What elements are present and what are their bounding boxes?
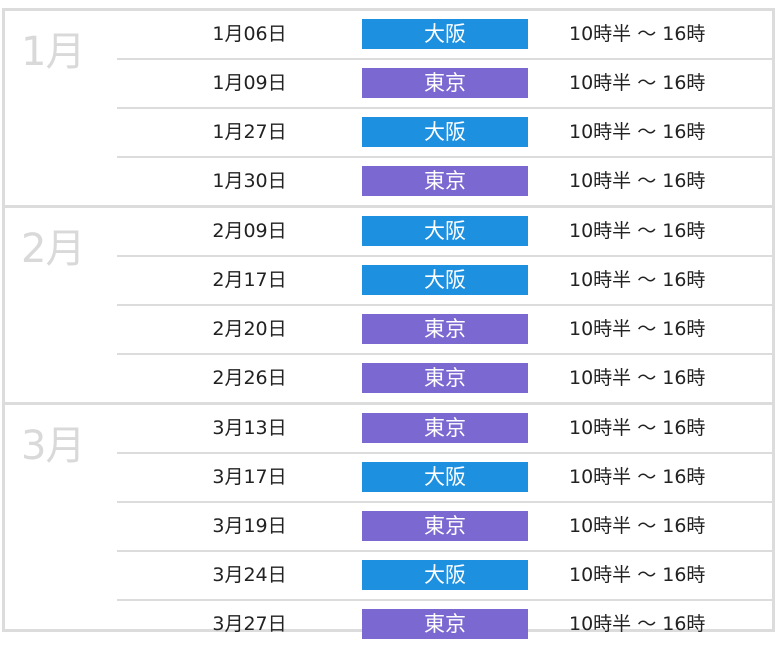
event-date: 3月24日 (212, 564, 287, 586)
schedule-row: 2月20日 東京 10時半 ～ 16時 (117, 306, 772, 355)
event-time: 10時半 ～ 16時 (569, 121, 706, 143)
schedule-row: 3月27日 東京 10時半 ～ 16時 (117, 601, 772, 648)
schedule-row: 2月26日 東京 10時半 ～ 16時 (117, 355, 772, 402)
city-badge-tokyo: 東京 (362, 413, 528, 443)
month-block-march: 3月 3月13日 東京 10時半 ～ 16時 3月17日 大阪 10時半 ～ 1… (5, 405, 772, 648)
event-time: 10時半 ～ 16時 (569, 220, 706, 242)
city-badge-tokyo: 東京 (362, 511, 528, 541)
event-time: 10時半 ～ 16時 (569, 72, 706, 94)
event-date: 1月27日 (212, 121, 287, 143)
city-badge-osaka: 大阪 (362, 216, 528, 246)
city-badge-tokyo: 東京 (362, 68, 528, 98)
month-label: 3月 (21, 423, 85, 469)
event-time: 10時半 ～ 16時 (569, 564, 706, 586)
event-date: 2月26日 (212, 367, 287, 389)
event-date: 1月30日 (212, 170, 287, 192)
schedule-row: 3月17日 大阪 10時半 ～ 16時 (117, 454, 772, 503)
event-date: 1月06日 (212, 23, 287, 45)
event-date: 3月27日 (212, 613, 287, 635)
event-time: 10時半 ～ 16時 (569, 613, 706, 635)
event-date: 2月09日 (212, 220, 287, 242)
event-time: 10時半 ～ 16時 (569, 269, 706, 291)
city-badge-osaka: 大阪 (362, 19, 528, 49)
city-badge-tokyo: 東京 (362, 609, 528, 639)
schedule-row: 1月09日 東京 10時半 ～ 16時 (117, 60, 772, 109)
city-badge-osaka: 大阪 (362, 117, 528, 147)
schedule-row: 3月19日 東京 10時半 ～ 16時 (117, 503, 772, 552)
schedule-row: 3月13日 東京 10時半 ～ 16時 (117, 405, 772, 454)
event-time: 10時半 ～ 16時 (569, 367, 706, 389)
month-label: 2月 (21, 226, 85, 272)
city-badge-tokyo: 東京 (362, 363, 528, 393)
schedule-row: 1月06日 大阪 10時半 ～ 16時 (117, 11, 772, 60)
schedule-row: 3月24日 大阪 10時半 ～ 16時 (117, 552, 772, 601)
event-date: 3月13日 (212, 417, 287, 439)
event-date: 2月20日 (212, 318, 287, 340)
event-time: 10時半 ～ 16時 (569, 170, 706, 192)
month-block-january: 1月 1月06日 大阪 10時半 ～ 16時 1月09日 東京 10時半 ～ 1… (5, 11, 772, 208)
event-time: 10時半 ～ 16時 (569, 318, 706, 340)
city-badge-osaka: 大阪 (362, 560, 528, 590)
city-badge-tokyo: 東京 (362, 166, 528, 196)
event-time: 10時半 ～ 16時 (569, 23, 706, 45)
schedule-row: 1月27日 大阪 10時半 ～ 16時 (117, 109, 772, 158)
schedule-row: 2月09日 大阪 10時半 ～ 16時 (117, 208, 772, 257)
event-time: 10時半 ～ 16時 (569, 515, 706, 537)
event-date: 2月17日 (212, 269, 287, 291)
schedule-row: 2月17日 大阪 10時半 ～ 16時 (117, 257, 772, 306)
month-label: 1月 (21, 29, 85, 75)
city-badge-osaka: 大阪 (362, 265, 528, 295)
city-badge-osaka: 大阪 (362, 462, 528, 492)
schedule-table: 1月 1月06日 大阪 10時半 ～ 16時 1月09日 東京 10時半 ～ 1… (2, 8, 775, 639)
city-badge-tokyo: 東京 (362, 314, 528, 344)
event-date: 1月09日 (212, 72, 287, 94)
event-date: 3月17日 (212, 466, 287, 488)
month-block-february: 2月 2月09日 大阪 10時半 ～ 16時 2月17日 大阪 10時半 ～ 1… (5, 208, 772, 405)
event-time: 10時半 ～ 16時 (569, 417, 706, 439)
event-time: 10時半 ～ 16時 (569, 466, 706, 488)
event-date: 3月19日 (212, 515, 287, 537)
schedule-row: 1月30日 東京 10時半 ～ 16時 (117, 158, 772, 205)
